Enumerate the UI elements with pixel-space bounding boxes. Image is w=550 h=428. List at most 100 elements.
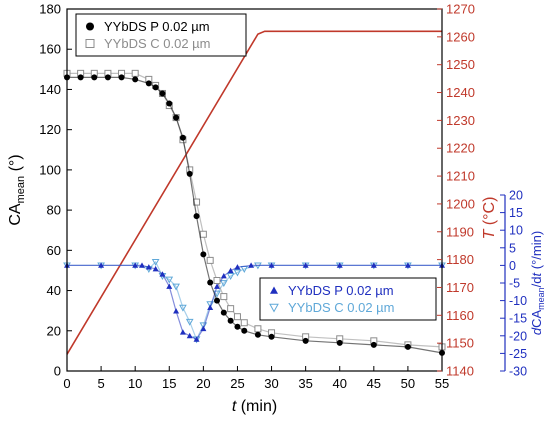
y-left-tick-label: 20 bbox=[47, 323, 61, 338]
y-left-tick-label: 0 bbox=[54, 364, 61, 379]
rate-tick-label: 15 bbox=[509, 206, 523, 220]
legend-box bbox=[259, 277, 437, 321]
y-left-tick-label: 160 bbox=[39, 42, 61, 57]
data-point bbox=[370, 262, 377, 268]
data-point bbox=[220, 309, 227, 316]
y-left-tick-label: 40 bbox=[47, 283, 61, 298]
data-point bbox=[234, 323, 241, 330]
data-point bbox=[186, 170, 193, 177]
rate-tick-label: -20 bbox=[509, 329, 527, 343]
temperature-tick-label: 1140 bbox=[446, 364, 474, 379]
data-point bbox=[302, 337, 309, 344]
data-point bbox=[234, 264, 241, 270]
temperature-axis-label: T (°C) bbox=[481, 197, 498, 240]
data-point bbox=[77, 74, 84, 81]
data-point bbox=[179, 329, 186, 335]
data-point bbox=[227, 317, 234, 324]
y-left-tick-label: 100 bbox=[39, 162, 61, 177]
legend-box bbox=[75, 13, 247, 57]
legend-label: YYbDS C 0.02 µm bbox=[104, 36, 210, 51]
x-tick-label: 0 bbox=[63, 376, 70, 391]
x-tick-label: 20 bbox=[196, 376, 210, 391]
temperature-tick-label: 1220 bbox=[446, 141, 475, 156]
temperature-axis: 1140 1150 1160 1170 1180 1190 1200 1210 1220 1230… bbox=[437, 2, 475, 379]
temperature-tick-label: 1240 bbox=[446, 85, 475, 100]
rate-tick-label: -15 bbox=[509, 312, 527, 326]
data-point bbox=[213, 277, 221, 284]
data-point bbox=[152, 265, 159, 272]
temperature-line bbox=[66, 30, 442, 355]
rate-axis-label-t: t bbox=[529, 272, 544, 277]
data-point bbox=[220, 272, 227, 279]
data-point bbox=[214, 297, 220, 304]
legend-rate: YYbDS P 0.02 µm YYbDS C 0.02 µm bbox=[259, 277, 437, 321]
data-point bbox=[200, 251, 207, 258]
data-point bbox=[268, 262, 275, 268]
data-point bbox=[233, 269, 242, 277]
left-axis-label: CAmean (°) bbox=[7, 154, 27, 225]
data-point bbox=[268, 333, 275, 340]
data-point bbox=[336, 339, 343, 346]
data-point bbox=[302, 262, 309, 268]
rate-axis-label: dCAmean/dt (°/min) bbox=[529, 231, 546, 335]
rate-tick-label: 10 bbox=[509, 224, 523, 238]
data-point bbox=[207, 279, 214, 286]
rate-axis-label-sub: mean bbox=[536, 287, 546, 310]
legend-marker bbox=[86, 22, 94, 31]
data-point bbox=[166, 283, 173, 289]
rate-tick-label: -10 bbox=[509, 294, 527, 308]
y-left-tick-label: 60 bbox=[47, 243, 61, 258]
data-point bbox=[173, 114, 180, 121]
legend-marker bbox=[270, 286, 278, 294]
temperature-tick-label: 1270 bbox=[446, 2, 475, 17]
y-left-tick-label: 180 bbox=[39, 2, 61, 17]
temperature-tick-label: 1210 bbox=[446, 169, 475, 184]
data-point bbox=[186, 332, 193, 339]
y-left-tick-label: 140 bbox=[39, 82, 61, 97]
temperature-axis-label-unit: (°C) bbox=[481, 197, 498, 230]
data-point bbox=[199, 230, 207, 238]
series-layer bbox=[63, 30, 446, 356]
temperature-tick-label: 1260 bbox=[446, 29, 475, 44]
data-point bbox=[370, 341, 377, 348]
rate-tick-label: 5 bbox=[509, 241, 516, 255]
data-point bbox=[254, 325, 262, 333]
data-point bbox=[145, 80, 152, 87]
temperature-tick-label: 1150 bbox=[446, 336, 474, 351]
data-point bbox=[139, 262, 145, 268]
data-point bbox=[159, 90, 166, 97]
data-point bbox=[241, 327, 248, 334]
data-point bbox=[104, 74, 111, 81]
data-point bbox=[145, 264, 152, 270]
data-point bbox=[254, 331, 261, 338]
bottom-axis: 0 5 10 15 20 25 30 35 40 45 50 55 bbox=[63, 366, 449, 391]
data-point bbox=[91, 74, 98, 81]
rate-axis-label-slash: /d bbox=[529, 277, 544, 288]
data-point bbox=[179, 134, 186, 141]
data-point bbox=[248, 262, 255, 268]
temperature-tick-label: 1190 bbox=[446, 224, 474, 239]
x-tick-label: 55 bbox=[435, 376, 449, 391]
series-trace bbox=[67, 76, 443, 354]
data-point bbox=[404, 343, 411, 350]
rate-tick-label: -30 bbox=[509, 365, 527, 379]
x-tick-label: 15 bbox=[162, 376, 176, 391]
data-point bbox=[173, 308, 180, 314]
rate-tick-label: 0 bbox=[509, 259, 516, 273]
data-point bbox=[151, 258, 160, 266]
data-point bbox=[165, 276, 174, 284]
series-4 bbox=[66, 30, 442, 355]
data-point bbox=[220, 293, 228, 301]
data-point bbox=[226, 273, 235, 280]
data-point bbox=[132, 76, 139, 83]
x-tick-label: 5 bbox=[97, 376, 104, 391]
series-2 bbox=[64, 262, 445, 342]
data-point bbox=[193, 336, 200, 342]
x-tick-label: 10 bbox=[128, 376, 142, 391]
data-point bbox=[159, 271, 166, 277]
temperature-tick-label: 1160 bbox=[446, 308, 474, 323]
series-trace bbox=[67, 72, 443, 348]
data-point bbox=[207, 304, 214, 311]
x-tick-label: 35 bbox=[298, 376, 312, 391]
